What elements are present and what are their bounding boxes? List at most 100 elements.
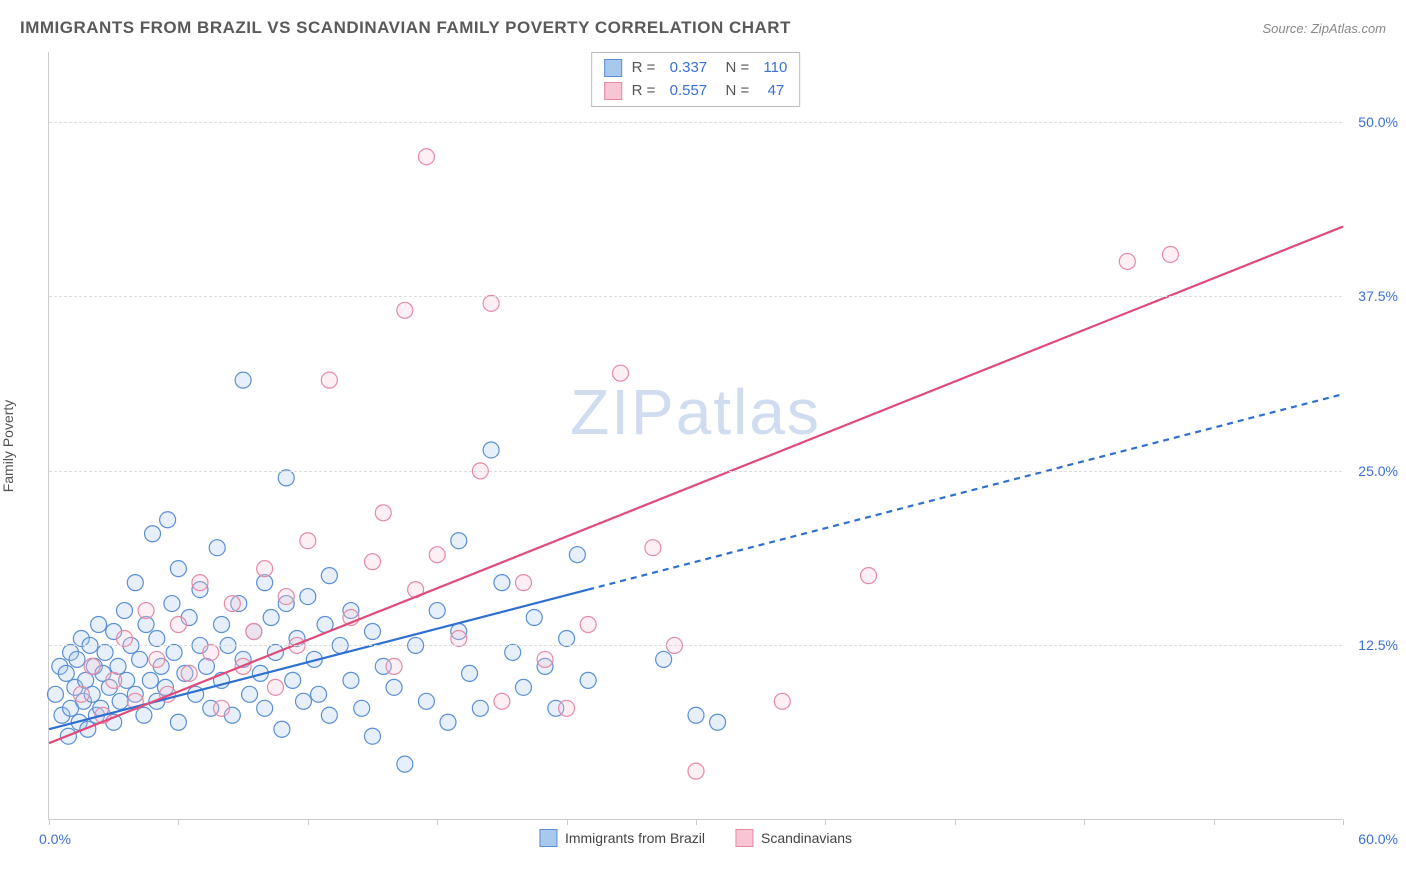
data-point-brazil — [354, 700, 370, 716]
data-point-brazil — [127, 575, 143, 591]
data-point-scand — [149, 651, 165, 667]
data-point-brazil — [569, 547, 585, 563]
title-bar: IMMIGRANTS FROM BRAZIL VS SCANDINAVIAN F… — [20, 18, 1386, 38]
data-point-brazil — [170, 561, 186, 577]
data-point-scand — [418, 149, 434, 165]
data-point-scand — [375, 505, 391, 521]
data-point-brazil — [580, 672, 596, 688]
data-point-brazil — [285, 672, 301, 688]
x-tick — [1343, 819, 1344, 825]
stat-n-scand: 47 — [768, 80, 785, 103]
data-point-scand — [170, 617, 186, 633]
data-point-brazil — [142, 672, 158, 688]
data-point-scand — [1162, 246, 1178, 262]
data-point-brazil — [145, 526, 161, 542]
y-tick-label: 50.0% — [1358, 114, 1398, 130]
data-point-scand — [203, 644, 219, 660]
scatter-plot-svg — [49, 52, 1342, 819]
x-tick — [437, 819, 438, 825]
y-axis-label: Family Poverty — [0, 400, 16, 493]
y-tick-label: 12.5% — [1358, 637, 1398, 653]
data-point-scand — [246, 623, 262, 639]
data-point-scand — [84, 658, 100, 674]
gridline-h — [49, 471, 1342, 472]
data-point-brazil — [69, 651, 85, 667]
data-point-brazil — [170, 714, 186, 730]
x-tick — [955, 819, 956, 825]
data-point-scand — [365, 554, 381, 570]
data-point-scand — [257, 561, 273, 577]
stat-r-label: R = — [632, 80, 660, 103]
data-point-scand — [1119, 253, 1135, 269]
data-point-brazil — [47, 686, 63, 702]
data-point-scand — [181, 665, 197, 681]
data-point-brazil — [559, 630, 575, 646]
swatch-scand — [604, 82, 622, 100]
data-point-brazil — [397, 756, 413, 772]
data-point-scand — [429, 547, 445, 563]
data-point-brazil — [136, 707, 152, 723]
data-point-brazil — [365, 728, 381, 744]
x-tick — [178, 819, 179, 825]
gridline-h — [49, 122, 1342, 123]
data-point-brazil — [418, 693, 434, 709]
data-point-brazil — [365, 623, 381, 639]
data-point-brazil — [97, 644, 113, 660]
x-tick — [1214, 819, 1215, 825]
data-point-scand — [192, 575, 208, 591]
data-point-scand — [267, 679, 283, 695]
data-point-brazil — [166, 644, 182, 660]
data-point-brazil — [132, 651, 148, 667]
data-point-scand — [386, 658, 402, 674]
data-point-scand — [861, 568, 877, 584]
data-point-scand — [688, 763, 704, 779]
data-point-scand — [494, 693, 510, 709]
trendline-scand — [49, 227, 1343, 744]
data-point-brazil — [483, 442, 499, 458]
stat-n-label: N = — [717, 80, 757, 103]
plot-area: ZIPatlas R = 0.337 N = 110 R = 0.557 N =… — [48, 52, 1342, 820]
data-point-scand — [613, 365, 629, 381]
stat-r-brazil: 0.337 — [670, 57, 708, 80]
data-point-brazil — [526, 610, 542, 626]
data-point-scand — [106, 672, 122, 688]
data-point-scand — [559, 700, 575, 716]
data-point-brazil — [462, 665, 478, 681]
legend-item-scand: Scandinavians — [735, 829, 852, 847]
data-point-brazil — [440, 714, 456, 730]
data-point-brazil — [515, 679, 531, 695]
data-point-brazil — [112, 693, 128, 709]
x-tick — [308, 819, 309, 825]
x-tick — [825, 819, 826, 825]
data-point-brazil — [710, 714, 726, 730]
legend-item-brazil: Immigrants from Brazil — [539, 829, 705, 847]
stat-r-scand: 0.557 — [670, 80, 708, 103]
data-point-scand — [774, 693, 790, 709]
data-point-scand — [451, 630, 467, 646]
stats-legend-box: R = 0.337 N = 110 R = 0.557 N = 47 — [591, 52, 801, 107]
data-point-brazil — [160, 512, 176, 528]
data-point-brazil — [235, 372, 251, 388]
data-point-brazil — [386, 679, 402, 695]
data-point-brazil — [91, 617, 107, 633]
chart-title: IMMIGRANTS FROM BRAZIL VS SCANDINAVIAN F… — [20, 18, 791, 38]
data-point-brazil — [116, 603, 132, 619]
data-point-brazil — [472, 700, 488, 716]
data-point-brazil — [343, 672, 359, 688]
legend-swatch-brazil — [539, 829, 557, 847]
x-tick — [567, 819, 568, 825]
data-point-brazil — [278, 470, 294, 486]
data-point-brazil — [149, 630, 165, 646]
data-point-scand — [224, 596, 240, 612]
x-tick — [1084, 819, 1085, 825]
data-point-scand — [300, 533, 316, 549]
trendline-ext-brazil — [588, 394, 1343, 589]
data-point-scand — [397, 302, 413, 318]
x-tick — [49, 819, 50, 825]
legend-label-brazil: Immigrants from Brazil — [565, 830, 705, 846]
bottom-legend: Immigrants from Brazil Scandinavians — [539, 829, 852, 847]
data-point-brazil — [295, 693, 311, 709]
data-point-brazil — [494, 575, 510, 591]
gridline-h — [49, 296, 1342, 297]
data-point-scand — [483, 295, 499, 311]
